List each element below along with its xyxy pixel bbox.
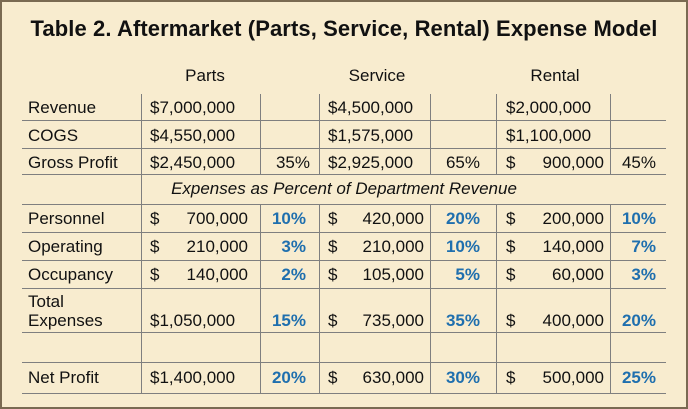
- cell-gross-profit-service-pct: 65%: [445, 153, 480, 172]
- cell-gross-profit-rental: 900,000: [542, 153, 604, 172]
- column-header-service: Service: [348, 66, 406, 85]
- cell-personnel-rental: 200,000: [542, 209, 604, 228]
- dollar-sign: $: [506, 209, 516, 228]
- cell-revenue-parts: $7,000,000: [150, 98, 236, 117]
- cell-occupancy-rental: 60,000: [552, 265, 604, 284]
- dollar-sign: $: [150, 237, 160, 256]
- cell-total-parts-pct: 15%: [271, 311, 306, 330]
- grid-line: [22, 148, 666, 149]
- grid-line: [22, 204, 666, 205]
- cell-net-profit-rental: 500,000: [542, 368, 604, 387]
- row-label-operating: Operating: [28, 237, 103, 256]
- cell-revenue-service: $4,500,000: [328, 98, 414, 117]
- grid-line: [22, 332, 666, 333]
- cell-occupancy-parts-pct: 2%: [281, 265, 306, 284]
- row-label-total-line2: Expenses: [28, 311, 103, 330]
- cell-personnel-rental-pct: 10%: [621, 209, 656, 228]
- cell-personnel-parts: 700,000: [186, 209, 248, 228]
- grid-line: [319, 94, 320, 174]
- row-label-gross-profit: Gross Profit: [28, 153, 118, 172]
- cell-net-profit-service-pct: 30%: [445, 368, 480, 387]
- grid-line: [141, 94, 142, 394]
- cell-personnel-parts-pct: 10%: [271, 209, 306, 228]
- cell-gross-profit-service: $2,925,000: [328, 153, 414, 172]
- cell-occupancy-service: 105,000: [362, 265, 424, 284]
- grid-line: [430, 204, 431, 394]
- cell-total-rental-pct: 20%: [621, 311, 656, 330]
- dollar-sign: $: [328, 368, 338, 387]
- dollar-sign: $: [328, 237, 338, 256]
- grid-line: [22, 174, 666, 175]
- row-label-revenue: Revenue: [28, 98, 97, 117]
- cell-cogs-parts: $4,550,000: [150, 126, 236, 145]
- cell-operating-rental-pct: 7%: [631, 237, 656, 256]
- dollar-sign: $: [328, 209, 338, 228]
- cell-operating-parts-pct: 3%: [281, 237, 306, 256]
- cell-operating-service: 210,000: [362, 237, 424, 256]
- grid-line: [260, 204, 261, 394]
- grid-line: [22, 288, 666, 289]
- cell-net-profit-parts-pct: 20%: [271, 368, 306, 387]
- column-header-rental: Rental: [530, 66, 580, 85]
- cell-gross-profit-parts-pct: 35%: [275, 153, 310, 172]
- cell-gross-profit-parts: $2,450,000: [150, 153, 236, 172]
- grid-line: [430, 94, 431, 174]
- cell-revenue-rental: $2,000,000: [506, 98, 592, 117]
- cell-occupancy-parts: 140,000: [186, 265, 248, 284]
- cell-total-service-pct: 35%: [445, 311, 480, 330]
- section-label: Expenses as Percent of Department Revenu…: [171, 179, 517, 198]
- grid-line: [610, 94, 611, 174]
- grid-line: [260, 94, 261, 174]
- dollar-sign: $: [506, 237, 516, 256]
- dollar-sign: $: [150, 209, 160, 228]
- row-label-occupancy: Occupancy: [28, 265, 114, 284]
- grid-line: [496, 204, 497, 394]
- dollar-sign: $: [506, 153, 516, 172]
- grid-line: [22, 232, 666, 233]
- cell-net-profit-parts: $1,400,000: [150, 368, 236, 387]
- dollar-sign: $: [506, 265, 516, 284]
- grid-line: [22, 393, 666, 394]
- cell-occupancy-rental-pct: 3%: [631, 265, 656, 284]
- cell-net-profit-service: 630,000: [362, 368, 424, 387]
- cell-personnel-service-pct: 20%: [445, 209, 480, 228]
- dollar-sign: $: [328, 265, 338, 284]
- cell-total-rental: 400,000: [542, 311, 604, 330]
- table-title: Table 2. Aftermarket (Parts, Service, Re…: [30, 16, 658, 41]
- cell-cogs-rental: $1,100,000: [506, 126, 592, 145]
- cell-operating-rental: 140,000: [542, 237, 604, 256]
- grid-line: [22, 362, 666, 363]
- cell-operating-parts: 210,000: [186, 237, 248, 256]
- grid-line: [496, 94, 497, 174]
- column-header-parts: Parts: [185, 66, 225, 85]
- dollar-sign: $: [150, 265, 160, 284]
- grid-line: [22, 260, 666, 261]
- cell-cogs-service: $1,575,000: [328, 126, 414, 145]
- cell-operating-service-pct: 10%: [445, 237, 480, 256]
- grid-line: [610, 204, 611, 394]
- cell-total-service: 735,000: [362, 311, 424, 330]
- cell-net-profit-rental-pct: 25%: [621, 368, 656, 387]
- cell-occupancy-service-pct: 5%: [455, 265, 480, 284]
- row-label-total-line1: Total: [28, 292, 64, 311]
- dollar-sign: $: [328, 311, 338, 330]
- grid-line: [22, 120, 666, 121]
- row-label-personnel: Personnel: [28, 209, 105, 228]
- row-label-cogs: COGS: [28, 126, 79, 145]
- dollar-sign: $: [506, 311, 516, 330]
- cell-personnel-service: 420,000: [362, 209, 424, 228]
- cell-total-parts: $1,050,000: [150, 311, 236, 330]
- row-label-net-profit: Net Profit: [28, 368, 99, 387]
- dollar-sign: $: [506, 368, 516, 387]
- cell-gross-profit-rental-pct: 45%: [621, 153, 656, 172]
- grid-line: [319, 204, 320, 394]
